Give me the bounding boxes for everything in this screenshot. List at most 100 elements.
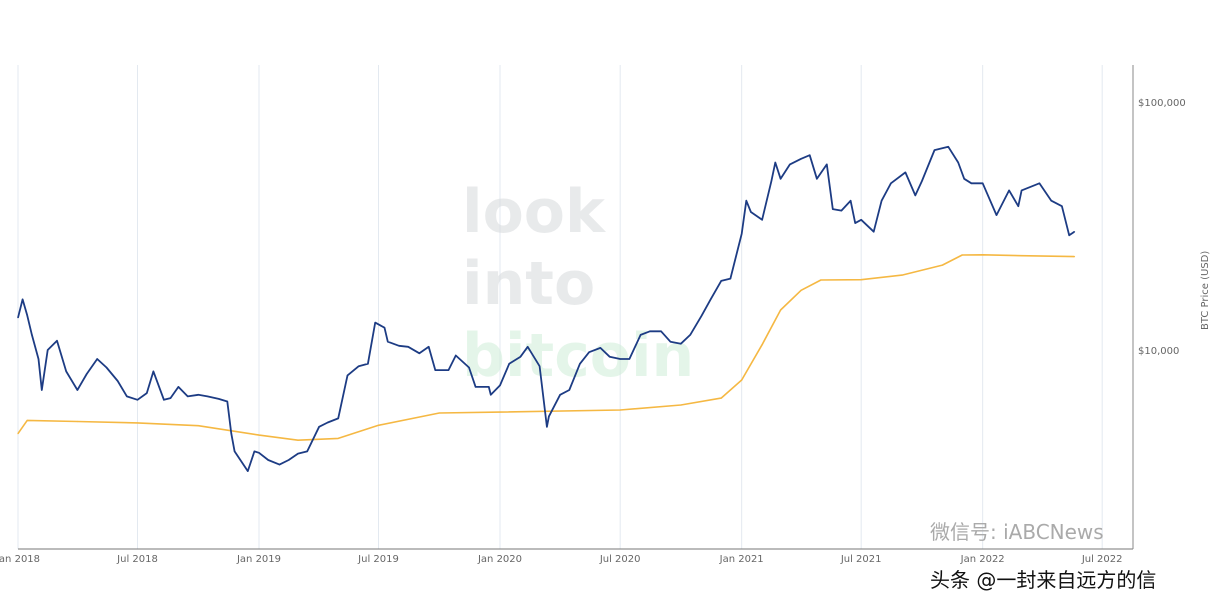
- series-lines: [17, 145, 1076, 473]
- data-point: [710, 298, 712, 300]
- data-point: [579, 363, 581, 365]
- data-point: [17, 433, 19, 435]
- data-point: [1050, 200, 1052, 202]
- data-point: [527, 346, 529, 348]
- data-point: [820, 279, 822, 281]
- data-point: [152, 370, 154, 372]
- data-point: [850, 200, 852, 202]
- data-point: [628, 358, 631, 360]
- moving-average-series: [17, 254, 1076, 442]
- data-point: [47, 349, 49, 351]
- data-point: [253, 450, 255, 453]
- data-point: [1073, 256, 1076, 258]
- data-point: [377, 424, 380, 426]
- data-point: [873, 231, 875, 233]
- data-point: [398, 345, 400, 347]
- data-point: [455, 354, 457, 357]
- data-point: [447, 369, 450, 371]
- x-tick-label: Jan 2020: [477, 554, 522, 565]
- x-tick-label: Jan 2019: [236, 554, 281, 565]
- data-point: [660, 330, 662, 332]
- data-point: [26, 314, 28, 316]
- data-point: [680, 343, 682, 345]
- data-point: [177, 386, 180, 388]
- data-point: [358, 365, 360, 367]
- data-point: [136, 399, 139, 401]
- data-point: [649, 330, 651, 332]
- data-point: [539, 365, 541, 367]
- data-point: [559, 394, 561, 396]
- data-point: [800, 158, 802, 160]
- data-point: [1008, 189, 1010, 192]
- data-point: [197, 425, 199, 427]
- y-axis-label: BTC Price (USD): [1200, 251, 1211, 330]
- data-point: [741, 379, 743, 381]
- data-point: [508, 363, 510, 365]
- data-point: [941, 264, 943, 266]
- data-point: [729, 278, 732, 280]
- data-point: [367, 363, 369, 365]
- data-point: [568, 389, 570, 391]
- data-point: [1038, 182, 1041, 184]
- data-point: [588, 351, 590, 353]
- data-point: [490, 394, 492, 396]
- data-point: [37, 358, 40, 360]
- data-point: [854, 222, 856, 224]
- data-point: [860, 279, 862, 281]
- data-point: [346, 374, 349, 376]
- data-point: [774, 161, 776, 164]
- data-point: [474, 386, 477, 388]
- data-point: [609, 356, 611, 358]
- data-point: [267, 459, 269, 461]
- data-point: [816, 178, 818, 180]
- data-point: [230, 433, 232, 435]
- data-point: [56, 340, 58, 342]
- data-point: [247, 470, 249, 472]
- x-tick-label: Jul 2019: [357, 554, 399, 565]
- data-point: [761, 344, 763, 346]
- y-tick-label: $100,000: [1138, 98, 1186, 109]
- data-point: [258, 452, 260, 454]
- data-point: [1073, 231, 1076, 233]
- data-point: [169, 397, 172, 399]
- data-point: [136, 422, 139, 424]
- data-point: [809, 154, 811, 156]
- data-point: [770, 180, 772, 182]
- data-point: [117, 380, 119, 382]
- data-point: [599, 347, 601, 349]
- data-point: [76, 420, 79, 423]
- data-point: [206, 395, 209, 397]
- data-point: [780, 178, 782, 180]
- data-point: [1021, 189, 1023, 192]
- data-point: [689, 334, 691, 336]
- data-point: [1061, 205, 1063, 207]
- data-point: [519, 356, 522, 358]
- data-point: [548, 415, 550, 417]
- data-point: [488, 386, 490, 388]
- data-point: [963, 178, 965, 180]
- data-point: [337, 437, 339, 440]
- data-point: [619, 409, 621, 411]
- data-point: [720, 397, 722, 399]
- data-point: [881, 200, 883, 202]
- data-point: [921, 180, 923, 182]
- data-point: [86, 373, 88, 375]
- data-point: [96, 358, 98, 360]
- data-point: [65, 370, 67, 372]
- data-point: [146, 392, 148, 394]
- data-point: [619, 358, 621, 360]
- data-point: [750, 211, 752, 213]
- data-point: [680, 404, 682, 406]
- x-tick-label: Jul 2021: [840, 554, 882, 565]
- data-point: [187, 395, 189, 397]
- data-point: [233, 450, 236, 453]
- data-point: [957, 161, 959, 164]
- data-point: [418, 352, 421, 354]
- data-point: [318, 426, 320, 428]
- data-point: [826, 163, 828, 166]
- data-point: [700, 315, 702, 317]
- data-point: [995, 214, 998, 216]
- data-point: [741, 233, 743, 235]
- toutiao-watermark: 头条 @一封来自远方的信: [930, 568, 1157, 592]
- data-point: [890, 182, 892, 184]
